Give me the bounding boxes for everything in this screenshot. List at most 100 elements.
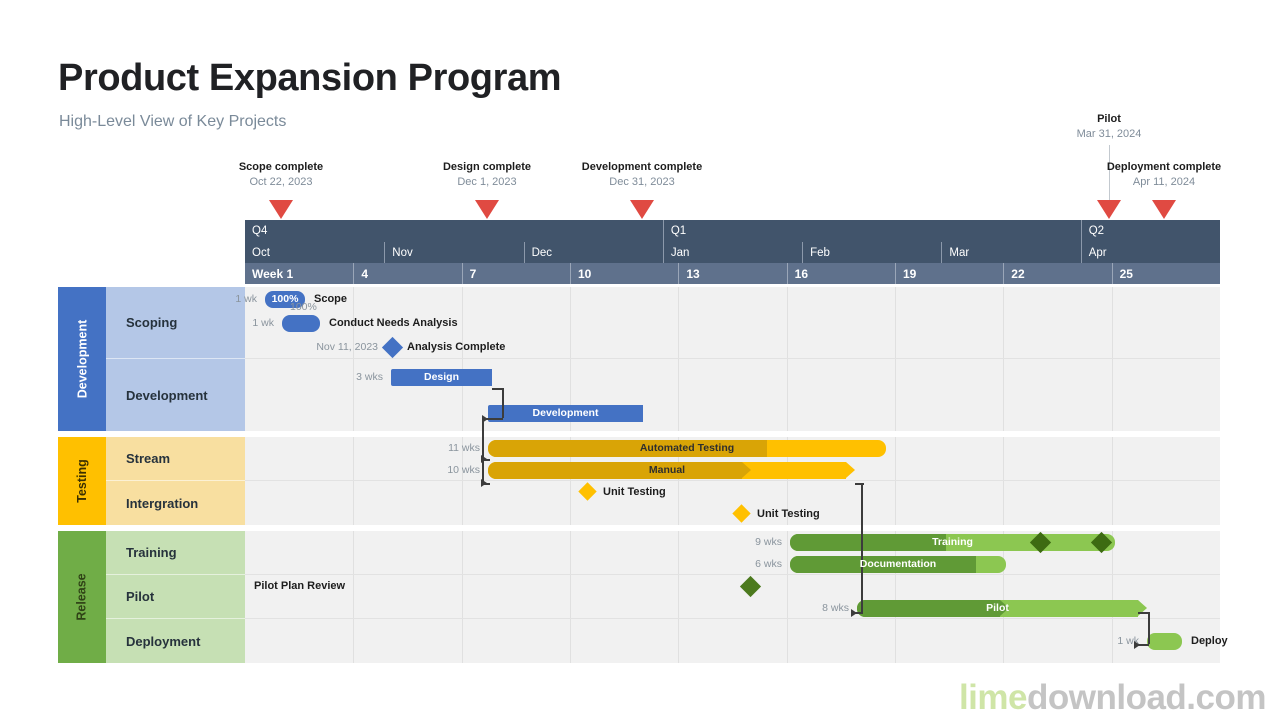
swimlane-release: Release Training Training 9 wks Documentatio… xyxy=(58,531,1228,663)
bar-outside-label: Deploy xyxy=(1191,634,1228,647)
grid-line xyxy=(353,287,355,358)
gantt-row-track[interactable]: Automated Testing 11 wks Manual 10 wks xyxy=(245,437,1220,481)
dependency-line xyxy=(1138,612,1149,614)
grid-line xyxy=(1003,359,1005,431)
grid-line xyxy=(353,575,355,618)
gantt-bar[interactable] xyxy=(1147,632,1182,650)
gantt-row[interactable]: Intergration Unit Testing Unit Testing xyxy=(106,481,1220,525)
timeline-month-cell: Jan xyxy=(662,242,802,263)
gantt-bar[interactable]: Development xyxy=(488,404,643,422)
grid-line xyxy=(678,531,680,574)
grid-line xyxy=(895,531,896,574)
dependency-line xyxy=(482,418,503,420)
gantt-row-label: Pilot xyxy=(106,575,245,619)
dependency-arrowhead xyxy=(481,479,487,487)
bar-progress-fill xyxy=(790,555,976,573)
gantt-bar[interactable] xyxy=(282,314,320,332)
gantt-bar[interactable]: Manual xyxy=(488,461,855,479)
grid-line xyxy=(1111,531,1113,574)
gantt-row-track[interactable]: Training 9 wks Documentation 6 wks xyxy=(245,531,1220,575)
grid-line xyxy=(461,287,463,358)
grid-line xyxy=(1111,575,1113,618)
milestone-name: Design complete xyxy=(442,161,532,173)
watermark: limedownload.com xyxy=(958,678,1267,718)
milestone-name: Scope complete xyxy=(238,161,324,173)
watermark-accent: lime xyxy=(958,678,1028,717)
milestone-diamond-icon[interactable] xyxy=(578,481,597,501)
timeline-week-cell: 22 xyxy=(1003,263,1111,284)
timeline-week-cell: 19 xyxy=(894,263,1003,284)
grid-line xyxy=(678,619,680,663)
grid-line xyxy=(1111,359,1113,431)
swimlane-title: Testing xyxy=(75,459,89,503)
grid-line xyxy=(1003,481,1005,525)
grid-line xyxy=(1003,531,1005,574)
swimlane-development: Development Scoping 100% 1 wk Scope 1 wk 100% C… xyxy=(58,287,1220,431)
milestone-diamond-icon[interactable] xyxy=(381,336,404,358)
gantt-row[interactable]: Pilot Pilot Plan Review Pilot 8 wks xyxy=(106,575,1220,619)
bar-duration-label: 1 wk xyxy=(235,292,257,305)
gantt-bar[interactable]: Documentation xyxy=(790,555,1006,573)
dependency-line xyxy=(1134,644,1149,646)
gantt-row[interactable]: Training Training 9 wks Documentation 6 wks xyxy=(106,531,1220,575)
grid-line xyxy=(786,437,788,480)
grid-line xyxy=(895,575,896,618)
gantt-bar[interactable]: Pilot xyxy=(857,599,1147,617)
grid-line xyxy=(786,287,788,358)
milestone-diamond-icon[interactable] xyxy=(739,575,762,597)
grid-line xyxy=(461,359,463,431)
grid-line xyxy=(1111,287,1113,358)
gantt-row[interactable]: Deployment 1 wk Deploy xyxy=(106,619,1228,663)
swimlane-label-release: Release xyxy=(58,531,106,663)
grid-line xyxy=(353,437,355,480)
gantt-bar[interactable]: Automated Testing xyxy=(488,439,886,457)
bar-label: Manual xyxy=(648,464,686,476)
gantt-row-track[interactable]: Design 3 wks Development xyxy=(245,359,1220,431)
gantt-row-track[interactable]: 100% 1 wk Scope 1 wk 100% Conduct Needs Analy… xyxy=(235,287,1220,359)
gantt-row[interactable]: Scoping 100% 1 wk Scope 1 wk 100% Conduct Need… xyxy=(106,287,1220,359)
gantt-row-track[interactable]: 1 wk Deploy xyxy=(245,619,1228,663)
bar-duration-label: 3 wks xyxy=(356,370,383,383)
milestone-label: Unit Testing xyxy=(757,507,820,520)
milestone-date: Oct 22, 2023 xyxy=(249,176,313,188)
gantt-bar[interactable]: 100% xyxy=(265,290,305,308)
bar-duration-label: 10 wks xyxy=(447,463,480,476)
milestone-marker-icon xyxy=(630,200,654,219)
gantt-bar[interactable]: Training xyxy=(790,531,1115,553)
gantt-row[interactable]: Stream Automated Testing 11 wks Manual 10 wk… xyxy=(106,437,1220,481)
milestone-date: Dec 31, 2023 xyxy=(609,176,675,188)
gantt-bar[interactable]: Design xyxy=(391,368,492,386)
timeline-week-row: Week 1 4 7 10 13 16 19 22 25 xyxy=(245,263,1220,284)
milestone-diamond-icon[interactable] xyxy=(732,503,751,523)
bar-progress-fill xyxy=(488,461,743,479)
bar-progress-arrow xyxy=(742,461,752,478)
gantt-row-label: Scoping xyxy=(106,287,245,359)
gantt-row-track[interactable]: Unit Testing Unit Testing xyxy=(245,481,1220,525)
page-title: Product Expansion Program xyxy=(58,57,562,99)
milestone-name: Pilot xyxy=(1097,113,1121,125)
grid-line xyxy=(1003,619,1005,663)
bar-end-arrow xyxy=(1138,599,1147,616)
bar-duration-label: 8 wks xyxy=(822,601,849,614)
milestone-date-label: Nov 11, 2023 xyxy=(316,340,378,353)
timeline-month-row: Oct Nov Dec Jan Feb Mar Apr xyxy=(245,242,1220,263)
grid-line xyxy=(1111,481,1113,525)
dependency-arrowhead xyxy=(481,455,487,463)
dependency-line xyxy=(861,483,863,612)
grid-line xyxy=(461,575,463,618)
swimlane-rows: Stream Automated Testing 11 wks Manual 10 wk… xyxy=(106,437,1220,525)
grid-line xyxy=(570,287,571,358)
grid-line xyxy=(786,481,788,525)
inline-milestone-diamond-icon[interactable] xyxy=(1029,531,1052,553)
bar-duration-label: 9 wks xyxy=(755,535,782,548)
timeline-quarter-row: Q4 Q1 Q2 xyxy=(245,220,1220,242)
gantt-row-track[interactable]: Pilot Plan Review Pilot 8 wks xyxy=(245,575,1220,619)
gantt-row[interactable]: Development Design 3 wks Development xyxy=(106,359,1220,431)
timeline-quarter-cell: Q4 xyxy=(252,225,268,237)
inline-milestone-diamond-icon[interactable] xyxy=(1090,531,1113,553)
watermark-rest: download.com xyxy=(1027,678,1267,717)
bar-duration-label: 1 wk xyxy=(252,316,274,329)
grid-line xyxy=(353,619,355,663)
timeline-header: Q4 Q1 Q2 Oct Nov Dec Jan Feb Mar Apr Week 1 4 7 10 1… xyxy=(245,220,1220,284)
